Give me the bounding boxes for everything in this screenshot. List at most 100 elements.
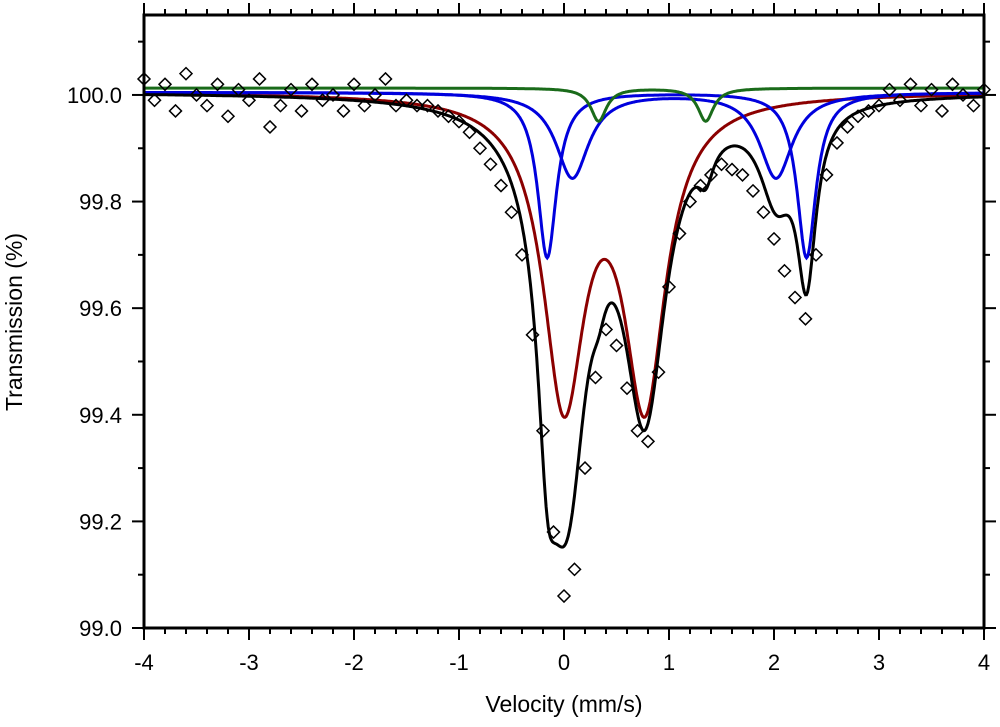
- data-point: [336, 103, 351, 119]
- data-point: [231, 82, 246, 97]
- data-point: [304, 77, 320, 92]
- data-point: [472, 141, 488, 156]
- data-point: [367, 87, 383, 103]
- data-point: [294, 103, 309, 119]
- data-point: [147, 93, 162, 108]
- data-point: [504, 205, 519, 220]
- data-point: [850, 109, 866, 124]
- total-fit-curve: [144, 93, 985, 549]
- data-point: [903, 77, 918, 92]
- x-tick-labels: -4 -3 -2 -1 0 1 2 3 4: [134, 650, 990, 675]
- y-tick-label: 99.0: [79, 616, 122, 641]
- data-point: [619, 381, 635, 396]
- data-point: [840, 119, 855, 134]
- data-point: [651, 365, 666, 380]
- x-tick-label: 1: [663, 650, 675, 675]
- x-tick-label: -4: [134, 650, 154, 675]
- data-point: [609, 338, 624, 353]
- data-point: [189, 87, 204, 103]
- data-point: [808, 247, 824, 262]
- data-point: [357, 98, 372, 113]
- data-point: [315, 93, 330, 108]
- x-axis-title: Velocity (mm/s): [485, 691, 642, 717]
- data-point: [399, 93, 414, 108]
- data-point: [661, 279, 677, 294]
- fit-component-2: [144, 91, 984, 180]
- data-point: [409, 98, 425, 113]
- x-tick-label: 4: [978, 650, 990, 675]
- y-axis-title: Transmission (%): [1, 233, 27, 411]
- data-point: [724, 162, 740, 177]
- axis-ticks: [132, 3, 996, 640]
- data-point: [283, 82, 299, 97]
- data-point: [262, 119, 278, 134]
- data-point: [241, 93, 257, 108]
- data-point: [829, 135, 845, 150]
- data-point: [210, 77, 225, 92]
- data-point: [157, 77, 173, 92]
- x-tick-label: 0: [558, 650, 570, 675]
- data-point: [955, 87, 971, 103]
- fit-curves: [144, 86, 985, 549]
- data-point: [451, 114, 467, 129]
- data-point: [325, 87, 341, 103]
- data-point: [556, 588, 572, 604]
- fit-component-1: [144, 91, 984, 261]
- data-point: [766, 231, 782, 246]
- data-point: [819, 167, 834, 182]
- x-tick-label: -2: [344, 650, 364, 675]
- x-tick-label: 2: [768, 650, 780, 675]
- data-point: [199, 98, 215, 113]
- data-point: [546, 524, 561, 540]
- data-point: [168, 103, 183, 119]
- data-point: [535, 423, 551, 438]
- data-point: [672, 226, 687, 241]
- data-point: [462, 125, 477, 140]
- data-point: [483, 157, 498, 172]
- data-point: [567, 562, 582, 577]
- y-tick-label: 99.4: [79, 403, 122, 428]
- y-tick-labels: 99.0 99.2 99.4 99.6 99.8 100.0: [67, 83, 122, 641]
- data-point: [787, 290, 803, 305]
- data-point: [871, 98, 887, 113]
- x-tick-label: 3: [873, 650, 885, 675]
- data-point: [913, 98, 929, 113]
- data-point: [588, 370, 603, 385]
- data-point: [882, 82, 897, 97]
- data-point: [924, 82, 939, 97]
- y-tick-label: 99.8: [79, 190, 122, 215]
- data-point: [777, 263, 792, 278]
- fit-component-3: [144, 86, 984, 123]
- data-point: [346, 77, 362, 92]
- data-point: [273, 98, 288, 113]
- data-point: [934, 103, 950, 119]
- data-point: [378, 71, 393, 87]
- plot-frame: [142, 13, 986, 630]
- data-point: [640, 434, 656, 449]
- data-point: [577, 461, 593, 476]
- x-tick-label: -1: [449, 650, 469, 675]
- y-tick-label: 100.0: [67, 83, 122, 108]
- data-point: [525, 327, 540, 342]
- data-point: [420, 98, 435, 113]
- data-point: [861, 103, 876, 119]
- data-point: [493, 178, 509, 193]
- y-tick-label: 99.6: [79, 296, 122, 321]
- data-point: [745, 183, 761, 198]
- data-point: [178, 66, 194, 81]
- data-point: [798, 311, 813, 326]
- data-point: [598, 322, 614, 337]
- data-point: [693, 178, 708, 193]
- data-point: [703, 167, 719, 182]
- data-point: [892, 93, 908, 108]
- data-point: [430, 103, 446, 119]
- data-point: [441, 109, 456, 124]
- data-point: [514, 247, 530, 262]
- y-tick-label: 99.2: [79, 509, 122, 534]
- observed-points: [136, 66, 992, 604]
- data-point: [220, 109, 236, 124]
- data-point: [252, 71, 267, 87]
- x-tick-label: -3: [239, 650, 259, 675]
- data-point: [630, 423, 645, 438]
